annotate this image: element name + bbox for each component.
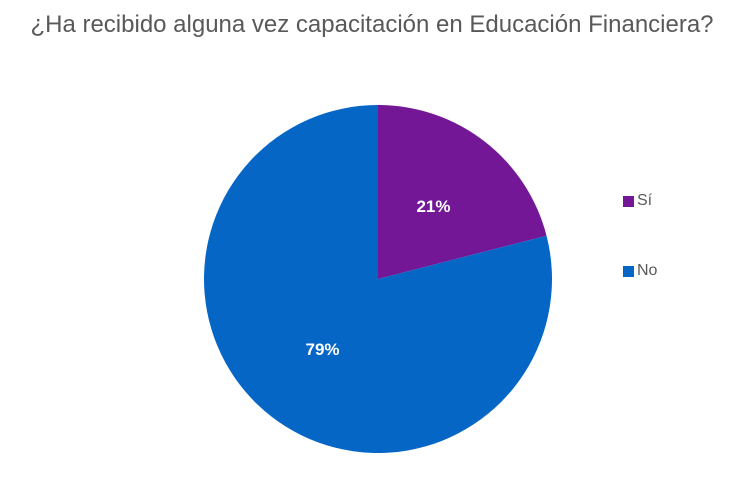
pie-data-labels: 21% 79% bbox=[306, 197, 451, 359]
pie-slice-si bbox=[378, 105, 547, 279]
legend-item-si: Sí bbox=[623, 191, 733, 211]
legend-label-no: No bbox=[637, 262, 658, 279]
legend-swatch-no bbox=[623, 265, 634, 277]
chart-title: ¿Ha recibido alguna vez capacitación en … bbox=[30, 11, 714, 38]
legend-label-si: Sí bbox=[637, 192, 653, 209]
pie-slices bbox=[203, 104, 553, 453]
data-label-no: 79% bbox=[306, 340, 340, 359]
legend-swatch-si bbox=[623, 195, 634, 207]
pie-slice-no bbox=[203, 104, 553, 453]
legend: Sí No bbox=[623, 191, 733, 331]
legend-item-no: No bbox=[623, 261, 733, 281]
data-label-si: 21% bbox=[416, 197, 450, 216]
